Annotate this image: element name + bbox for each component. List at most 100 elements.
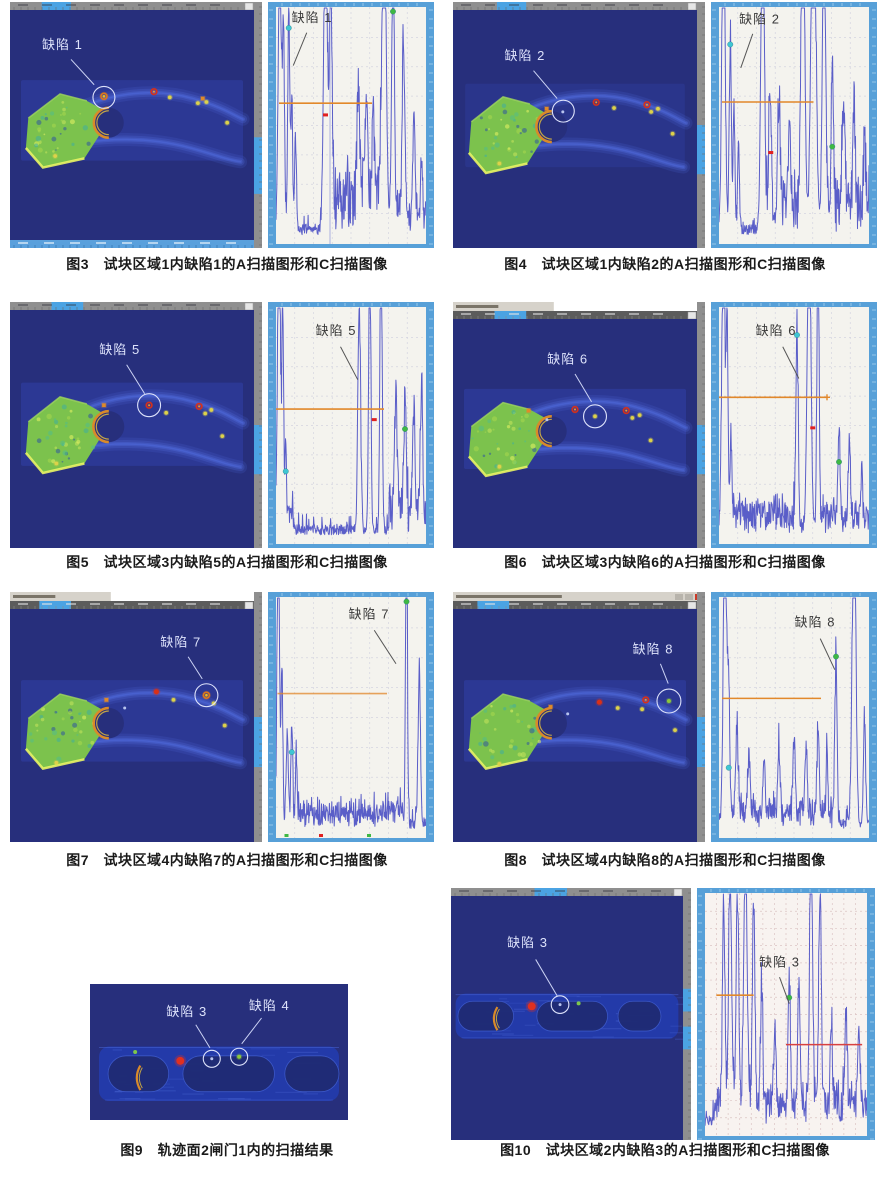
fig3-ascan-plot: 缺陷 1 [268, 2, 434, 248]
annotation-leader-line [126, 364, 146, 395]
annotation-leader-line [740, 33, 754, 69]
vertical-ruler [254, 2, 262, 248]
ascan-bottom-scale-bar [276, 544, 426, 548]
horizontal-ruler [10, 302, 254, 310]
peak-marker-dot [836, 459, 842, 465]
annotation-leader-line [535, 959, 558, 997]
peak-marker-dot [282, 468, 289, 475]
ascan-bottom-scale-bar [276, 244, 426, 248]
fig6-ascan-plot: 缺陷 6 [711, 302, 877, 548]
ascan-bottom-scale-bar [276, 838, 426, 842]
annotation-leader-line [659, 663, 669, 684]
peak-marker-dot [829, 143, 836, 150]
peak-marker-dot [403, 598, 410, 605]
ascan-right-scale-bar [867, 888, 875, 1140]
annotation-leader-line [819, 638, 836, 670]
ascan-waveform [275, 597, 427, 829]
ascan-bottom-scale-bar [719, 544, 869, 548]
defect-circle [656, 688, 682, 714]
defect-label: 缺陷 1 [42, 37, 83, 52]
ascan-bottom-scale-bar [705, 1136, 867, 1140]
minimize-icon [675, 594, 683, 600]
gate-marker [323, 113, 328, 117]
defect-circle [137, 393, 162, 418]
defect-label: 缺陷 4 [249, 998, 290, 1013]
annotation-leader-line [779, 976, 790, 1004]
horizontal-ruler [453, 601, 697, 609]
ascan-waveform [718, 597, 870, 829]
ascan-left-scale-bar [711, 2, 719, 248]
fig4-cscan-image: 缺陷 2 [453, 2, 705, 248]
fig3-cscan-image: 缺陷 1 [10, 2, 262, 248]
fig8-ascan-plot: 缺陷 8 [711, 592, 877, 842]
defect-label: 缺陷 8 [633, 641, 674, 656]
defect-label: 缺陷 7 [160, 634, 201, 649]
ascan-right-scale-bar [426, 2, 434, 248]
peak-marker-dot [402, 426, 408, 432]
ascan-top-scale-bar [276, 302, 426, 307]
window-title-bar [453, 302, 554, 311]
ascan-left-scale-bar [268, 2, 276, 248]
ascan-top-scale-bar [719, 2, 869, 7]
ascan-waveform [718, 7, 870, 235]
annotation-leader-line [70, 59, 95, 86]
defect-label: 缺陷 3 [507, 935, 548, 950]
annotation-leader-line [373, 629, 397, 664]
defect-label: 缺陷 6 [756, 323, 797, 338]
ascan-right-scale-bar [869, 2, 877, 248]
peak-marker-dot [833, 653, 839, 660]
defect-circle [230, 1047, 249, 1066]
annotation-leader-line [340, 346, 359, 380]
annotation-leader-line [187, 656, 203, 680]
ascan-waveform [275, 307, 427, 536]
horizontal-ruler [10, 2, 254, 10]
defect-label: 缺陷 3 [166, 1004, 207, 1019]
fig5-ascan-plot: 缺陷 5 [268, 302, 434, 548]
window-title-bar [10, 592, 111, 601]
fig6-caption: 图6 试块区域3内缺陷6的A扫描图形和C扫描图像 [504, 554, 826, 570]
fig4-caption: 图4 试块区域1内缺陷2的A扫描图形和C扫描图像 [504, 256, 826, 272]
peak-marker-dot [285, 25, 292, 31]
fig9-cscan-image: 缺陷 3 缺陷 4 [90, 984, 348, 1120]
peak-marker-dot [794, 332, 800, 338]
ascan-right-scale-bar [869, 302, 877, 548]
fig10-ascan-plot: 缺陷 3 [697, 888, 875, 1140]
defect-label: 缺陷 5 [99, 342, 140, 357]
defect-circle [92, 85, 116, 109]
defect-circle [550, 995, 570, 1014]
defect-circle [551, 99, 575, 123]
fig6-cscan-image: 缺陷 6 [453, 302, 705, 548]
fig4-ascan-plot: 缺陷 2 [711, 2, 877, 248]
defect-label: 缺陷 6 [547, 352, 588, 367]
peak-marker-dot [725, 764, 732, 771]
fig5-cscan-image: 缺陷 5 [10, 302, 262, 548]
defect-circle [194, 683, 219, 708]
defect-circle [202, 1049, 221, 1068]
vertical-ruler [683, 888, 691, 1140]
fig8-cscan-image: 缺陷 8 [453, 592, 705, 842]
maximize-icon [685, 594, 693, 600]
ascan-waveform [275, 7, 427, 236]
ascan-right-scale-bar [426, 302, 434, 548]
defect-label: 缺陷 2 [739, 11, 780, 26]
fig7-ascan-plot: 缺陷 7 [268, 592, 434, 842]
ascan-top-scale-bar [276, 2, 426, 7]
ascan-top-scale-bar [719, 302, 869, 307]
peak-marker-dot [288, 749, 295, 756]
ascan-waveform [718, 307, 870, 534]
fig10-cscan-image: 缺陷 3 [451, 888, 691, 1140]
fig7-caption: 图7 试块区域4内缺陷7的A扫描图形和C扫描图像 [66, 852, 388, 868]
ascan-left-scale-bar [697, 888, 705, 1140]
annotation-leader-line [241, 1017, 262, 1045]
defect-label: 缺陷 7 [349, 606, 390, 621]
defect-label: 缺陷 5 [316, 323, 357, 338]
gate-marker [371, 418, 377, 422]
defect-label: 缺陷 1 [292, 10, 333, 25]
ascan-left-scale-bar [268, 302, 276, 548]
ascan-left-scale-bar [711, 302, 719, 548]
gate-marker [810, 426, 816, 430]
fig8-caption: 图8 试块区域4内缺陷8的A扫描图形和C扫描图像 [504, 852, 826, 868]
fig10-caption: 图10 试块区域2内缺陷3的A扫描图形和C扫描图像 [500, 1142, 830, 1158]
window-title-bar [453, 592, 705, 601]
